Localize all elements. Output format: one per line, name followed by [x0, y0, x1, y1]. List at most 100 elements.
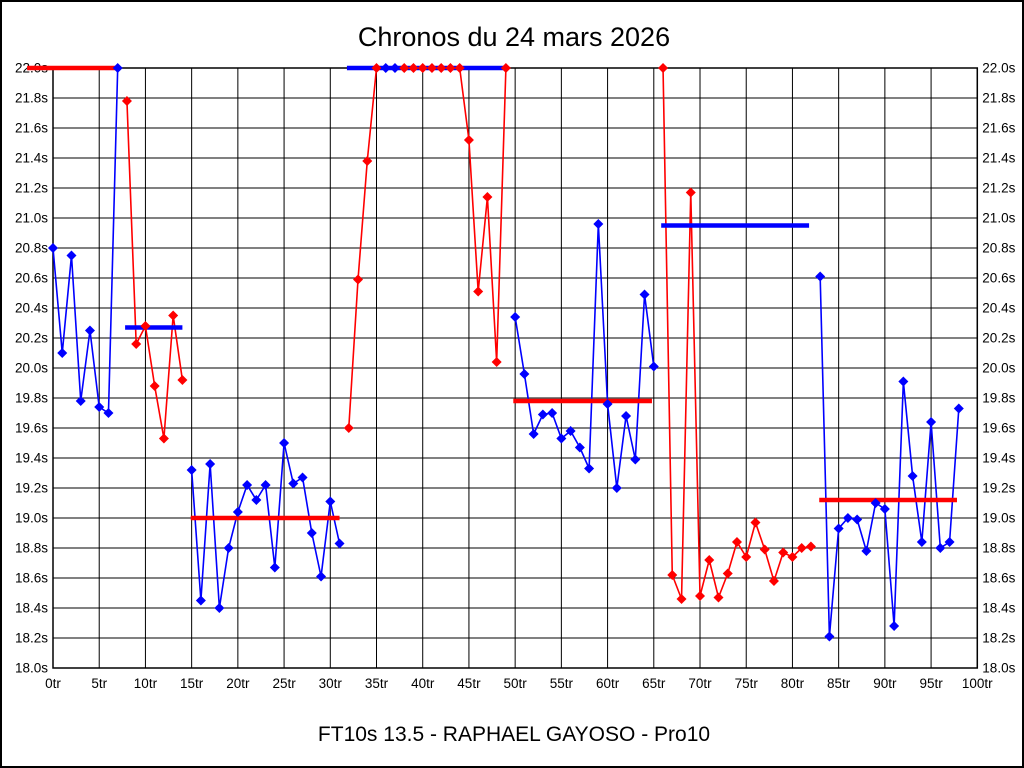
data-point	[713, 592, 724, 603]
data-point	[399, 62, 410, 74]
data-point	[565, 425, 576, 437]
data-point	[667, 569, 678, 581]
data-point	[343, 422, 354, 434]
data-point	[463, 134, 474, 146]
y-axis-tick-label-left: 18.6s	[15, 571, 48, 586]
y-axis-tick-label-right: 18.2s	[982, 631, 1015, 646]
data-point	[112, 62, 123, 74]
data-point	[279, 437, 290, 449]
y-axis-tick-label-left: 20.0s	[15, 361, 48, 376]
data-point	[94, 401, 105, 413]
x-axis-tick-label: 25tr	[272, 676, 296, 691]
data-point	[232, 506, 243, 518]
x-axis-tick-label: 15tr	[180, 676, 204, 691]
data-point	[168, 310, 179, 321]
data-point	[741, 551, 752, 563]
data-point	[491, 356, 502, 368]
y-axis-tick-label-right: 19.4s	[982, 451, 1015, 466]
y-axis-tick-label-left: 20.4s	[15, 301, 48, 316]
y-axis-tick-label-left: 19.4s	[15, 451, 48, 466]
data-point	[158, 433, 169, 444]
y-axis-tick-label-left: 19.0s	[15, 511, 48, 526]
data-point	[454, 62, 465, 74]
data-point	[389, 62, 400, 74]
data-point	[602, 398, 613, 410]
y-axis-tick-label-left: 19.6s	[15, 421, 48, 436]
y-axis-tick-label-right: 20.6s	[982, 271, 1015, 286]
y-axis-tick-label-left: 20.8s	[15, 241, 48, 256]
data-point	[214, 602, 225, 614]
x-axis-tick-label: 30tr	[319, 676, 343, 691]
y-axis-tick-label-right: 18.6s	[982, 571, 1015, 586]
x-axis-tick-label: 60tr	[596, 676, 620, 691]
x-axis-tick-label: 55tr	[550, 676, 574, 691]
data-point	[944, 536, 955, 548]
plot-area: 18.0s 18.0s 18.2s 18.2s 18.4s 18.4s 18.6s 18.6s…	[15, 61, 1016, 692]
series-line-segment-7	[819, 276, 960, 637]
data-point	[408, 62, 419, 74]
series-line-segment-3	[190, 442, 341, 609]
y-axis-tick-label-right: 19.6s	[982, 421, 1015, 436]
data-point	[186, 464, 197, 476]
data-point	[759, 544, 770, 555]
data-point	[537, 409, 548, 420]
data-point	[556, 433, 567, 444]
data-point	[805, 541, 816, 552]
data-point	[889, 620, 900, 632]
y-axis-tick-label-right: 18.0s	[982, 661, 1015, 676]
data-point	[242, 479, 253, 491]
data-point	[695, 590, 706, 602]
y-axis-tick-label-right: 20.4s	[982, 301, 1015, 316]
x-axis-tick-label: 80tr	[781, 676, 805, 691]
data-point	[547, 407, 558, 419]
data-point	[325, 496, 336, 507]
y-axis-tick-label-left: 21.0s	[15, 211, 48, 226]
data-point	[685, 187, 696, 198]
data-point	[47, 242, 59, 254]
data-point	[473, 286, 484, 297]
data-point	[593, 218, 604, 230]
y-axis-tick-label-right: 20.8s	[982, 241, 1015, 256]
data-point	[658, 62, 669, 74]
data-point	[149, 380, 160, 392]
data-point	[935, 542, 946, 554]
data-point	[316, 571, 327, 582]
data-point	[907, 470, 918, 482]
y-axis-tick-label-right: 19.8s	[982, 391, 1015, 406]
data-point	[362, 155, 373, 167]
data-point	[205, 458, 216, 470]
data-point	[57, 347, 68, 359]
data-point	[260, 479, 271, 491]
data-point	[177, 374, 188, 386]
series-line-segment-1	[52, 67, 119, 415]
y-axis-tick-label-left: 21.8s	[15, 91, 48, 106]
data-point	[131, 338, 142, 350]
y-axis-tick-label-right: 22.0s	[982, 61, 1015, 76]
data-point	[861, 545, 872, 557]
data-point	[306, 527, 317, 539]
y-axis-tick-label-right: 18.4s	[982, 601, 1015, 616]
x-axis-tick-label: 40tr	[411, 676, 435, 691]
data-point	[824, 631, 835, 642]
data-point	[916, 536, 927, 548]
x-axis-tick-label: 100tr	[962, 676, 993, 691]
data-point	[574, 442, 585, 453]
x-axis-tick-label: 20tr	[226, 676, 250, 691]
data-point	[334, 538, 345, 549]
x-axis-tick-label: 70tr	[688, 676, 712, 691]
x-axis-tick-label: 5tr	[91, 676, 107, 691]
x-axis-tick-label: 0tr	[45, 676, 61, 691]
data-point	[417, 62, 428, 74]
data-point	[353, 274, 364, 285]
y-axis-tick-label-left: 19.8s	[15, 391, 48, 406]
data-point	[842, 512, 853, 524]
data-point	[768, 575, 779, 587]
y-axis-tick-label-right: 19.2s	[982, 481, 1015, 496]
y-axis-tick-label-right: 21.0s	[982, 211, 1015, 226]
x-axis-tick-label: 90tr	[873, 676, 897, 691]
data-point	[584, 463, 595, 474]
data-point	[852, 514, 863, 525]
data-point	[297, 472, 308, 483]
x-axis-tick-label: 85tr	[827, 676, 851, 691]
